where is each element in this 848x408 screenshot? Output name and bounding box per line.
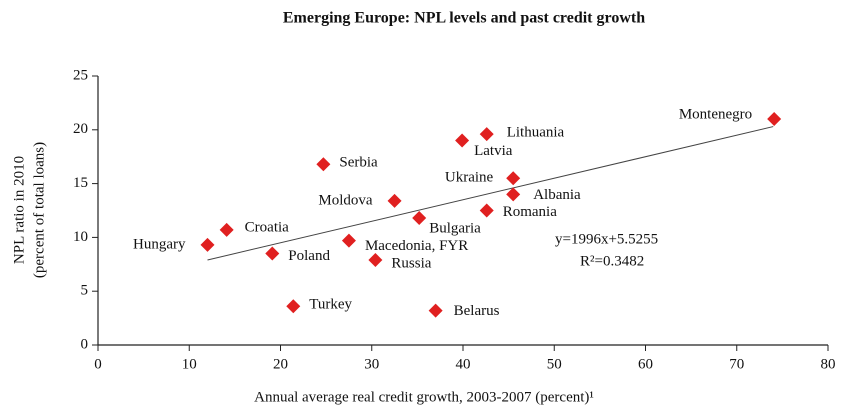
point-label: Montenegro — [679, 106, 752, 122]
x-tick-label: 0 — [94, 356, 102, 372]
x-tick-label: 30 — [364, 356, 379, 372]
y-tick-label: 25 — [73, 67, 88, 83]
point-label: Russia — [391, 255, 431, 271]
chart-title: Emerging Europe: NPL levels and past cre… — [283, 10, 645, 27]
point-label: Croatia — [245, 219, 289, 235]
x-tick-label: 60 — [638, 356, 653, 372]
point-label: Albania — [533, 187, 581, 203]
point-label: Moldova — [318, 192, 373, 208]
point — [387, 193, 402, 208]
y-axis-label: (percent of total loans) — [31, 142, 47, 278]
point-label: Serbia — [339, 155, 378, 171]
point — [341, 233, 356, 248]
point — [368, 252, 383, 267]
x-tick-label: 50 — [547, 356, 562, 372]
x-tick-label: 70 — [729, 356, 744, 372]
point — [506, 187, 521, 202]
point — [412, 211, 427, 226]
point-label: Latvia — [474, 143, 513, 159]
x-axis-label: Annual average real credit growth, 2003-… — [254, 389, 594, 405]
y-tick-label: 5 — [81, 283, 89, 299]
point — [200, 237, 215, 252]
x-tick-label: 20 — [273, 356, 288, 372]
point-label: Hungary — [133, 236, 186, 252]
x-tick-label: 10 — [182, 356, 197, 372]
point-label: Poland — [288, 248, 330, 264]
point-label: Turkey — [309, 297, 352, 313]
point — [455, 133, 470, 148]
annotation: y=1996x+5.5255 — [555, 231, 658, 247]
point — [316, 157, 331, 172]
trend-line — [207, 126, 774, 261]
point-label: Bulgaria — [429, 220, 481, 236]
x-tick-label: 80 — [821, 356, 836, 372]
point — [767, 112, 782, 127]
point-label: Belarus — [454, 303, 500, 319]
y-tick-label: 10 — [73, 229, 88, 245]
y-tick-label: 15 — [73, 175, 88, 191]
point-label: Ukraine — [445, 170, 494, 186]
point-label: Lithuania — [507, 125, 565, 141]
point — [506, 171, 521, 186]
point — [428, 303, 443, 318]
point — [265, 246, 280, 261]
point — [219, 222, 234, 237]
annotation: R²=0.3482 — [580, 253, 644, 269]
x-tick-label: 40 — [456, 356, 471, 372]
y-tick-label: 0 — [81, 336, 89, 352]
point — [479, 127, 494, 142]
y-tick-label: 20 — [73, 121, 88, 137]
y-axis-label: NPL ratio in 2010 — [11, 156, 27, 264]
point-label: Macedonia, FYR — [365, 238, 468, 254]
point — [286, 299, 301, 314]
point-label: Romania — [503, 204, 557, 220]
point — [479, 203, 494, 218]
